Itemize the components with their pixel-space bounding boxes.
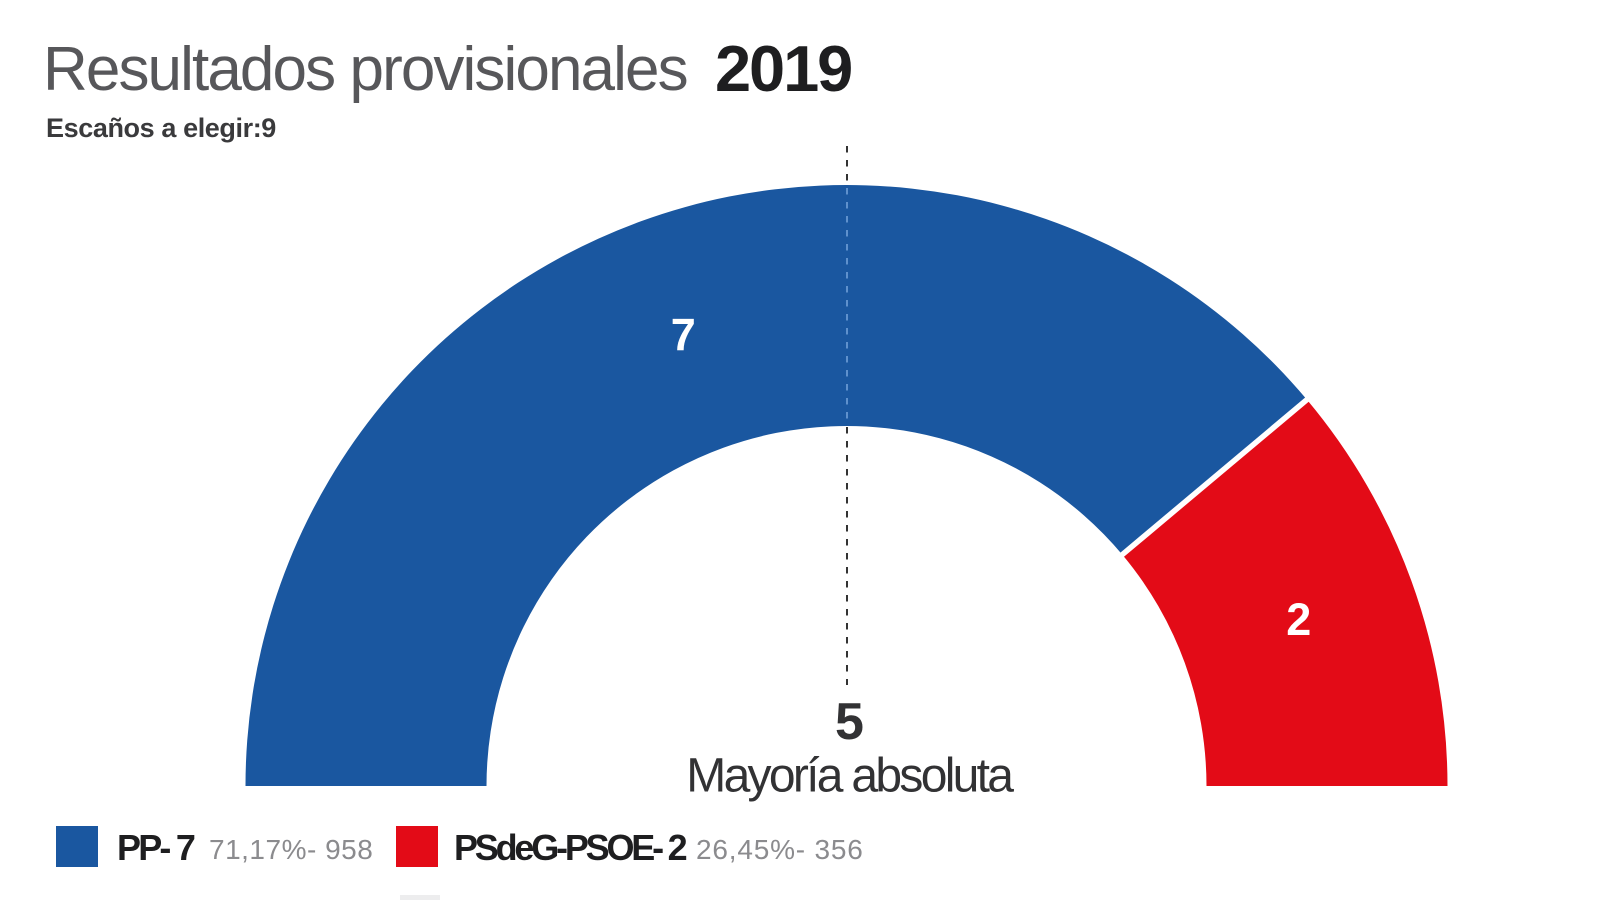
svg-text:Mayoría absoluta: Mayoría absoluta <box>686 749 1014 802</box>
svg-text:2: 2 <box>1286 594 1311 645</box>
svg-text:5: 5 <box>835 693 864 751</box>
svg-text:7: 7 <box>671 309 696 360</box>
